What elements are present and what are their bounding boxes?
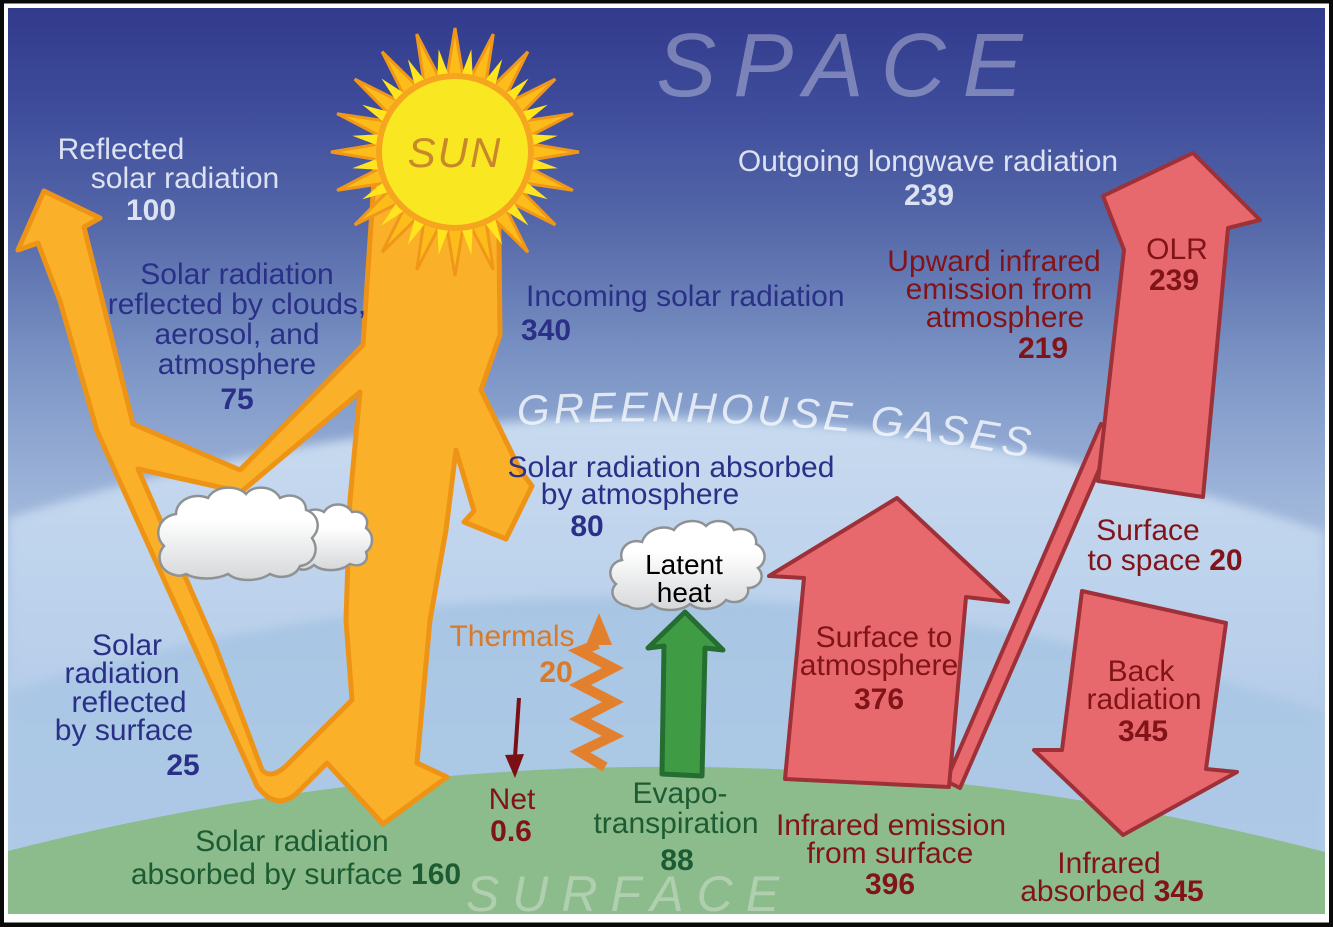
svg-text:Upward infrared: Upward infrared [887,245,1100,278]
svg-text:solar radiation: solar radiation [91,162,279,195]
svg-text:Solar radiation: Solar radiation [140,258,333,291]
svg-text:atmosphere: atmosphere [158,348,316,381]
svg-text:Surface to: Surface to [816,621,953,654]
svg-text:345: 345 [1118,715,1168,748]
svg-text:Net: Net [489,783,536,816]
svg-text:88: 88 [660,844,693,877]
svg-text:Infrared emission: Infrared emission [776,809,1006,842]
svg-text:376: 376 [854,683,904,716]
svg-text:atmosphere: atmosphere [800,649,958,682]
svg-text:SPACE: SPACE [656,16,1039,116]
svg-text:80: 80 [570,510,603,543]
svg-text:75: 75 [220,383,253,416]
svg-text:heat: heat [657,577,712,608]
svg-text:25: 25 [166,749,199,782]
svg-text:transpiration: transpiration [593,807,758,840]
svg-text:radiation: radiation [64,657,179,690]
svg-text:Solar radiation: Solar radiation [195,825,388,858]
svg-text:340: 340 [521,314,571,347]
svg-text:Latent: Latent [645,549,723,580]
svg-text:20: 20 [539,656,572,689]
svg-text:aerosol, and: aerosol, and [154,318,319,351]
svg-text:Back: Back [1108,655,1176,688]
svg-text:radiation: radiation [1086,683,1201,716]
svg-text:reflected: reflected [71,686,186,719]
svg-text:219: 219 [1018,332,1068,365]
svg-text:239: 239 [1149,264,1199,297]
svg-text:absorbed 345: absorbed 345 [1020,875,1204,908]
svg-text:Solar radiation absorbed: Solar radiation absorbed [508,451,835,484]
svg-text:OLR: OLR [1146,233,1208,266]
svg-text:from surface: from surface [807,837,974,870]
svg-text:absorbed by surface 160: absorbed by surface 160 [131,858,461,891]
svg-text:Surface: Surface [1096,514,1199,547]
svg-text:by atmosphere: by atmosphere [541,478,739,511]
svg-text:Thermals: Thermals [449,620,574,653]
svg-text:emission from: emission from [906,273,1093,306]
svg-text:Infrared: Infrared [1057,847,1160,880]
svg-text:Solar: Solar [92,629,162,662]
svg-text:SURFACE: SURFACE [466,866,792,922]
svg-text:Incoming solar radiation: Incoming solar radiation [526,280,845,313]
svg-text:239: 239 [904,179,954,212]
svg-text:to space 20: to space 20 [1087,544,1242,577]
svg-text:396: 396 [865,868,915,901]
svg-text:0.6: 0.6 [490,815,532,848]
svg-text:Reflected: Reflected [58,133,185,166]
svg-text:Outgoing longwave radiation: Outgoing longwave radiation [738,145,1118,178]
svg-text:Evapo-: Evapo- [632,777,727,810]
svg-text:reflected by clouds,: reflected by clouds, [108,288,366,321]
svg-text:SUN: SUN [408,129,503,176]
svg-text:atmosphere: atmosphere [926,301,1084,334]
svg-text:100: 100 [126,194,176,227]
svg-text:by surface: by surface [55,714,193,747]
